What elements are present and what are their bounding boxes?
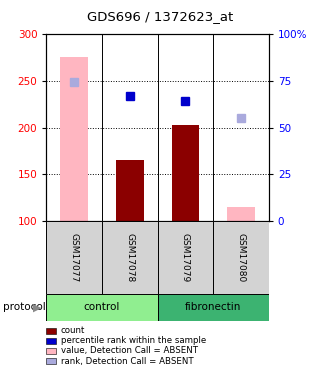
Bar xyxy=(213,221,269,294)
Text: value, Detection Call = ABSENT: value, Detection Call = ABSENT xyxy=(61,346,198,355)
Text: ▶: ▶ xyxy=(33,303,41,312)
Text: GDS696 / 1372623_at: GDS696 / 1372623_at xyxy=(87,10,233,23)
Bar xyxy=(158,221,213,294)
Text: GSM17080: GSM17080 xyxy=(236,233,245,282)
Bar xyxy=(116,160,144,221)
Text: GSM17079: GSM17079 xyxy=(181,233,190,282)
Text: fibronectin: fibronectin xyxy=(185,303,241,312)
Text: percentile rank within the sample: percentile rank within the sample xyxy=(61,336,206,345)
Bar xyxy=(46,221,102,294)
Bar xyxy=(158,294,269,321)
Bar xyxy=(227,207,255,221)
Text: GSM17077: GSM17077 xyxy=(70,233,79,282)
Text: control: control xyxy=(84,303,120,312)
Text: GSM17078: GSM17078 xyxy=(125,233,134,282)
Bar xyxy=(102,221,157,294)
Text: rank, Detection Call = ABSENT: rank, Detection Call = ABSENT xyxy=(61,357,193,366)
Bar xyxy=(46,294,158,321)
Bar xyxy=(172,125,199,221)
Text: count: count xyxy=(61,326,85,335)
Bar xyxy=(60,57,88,221)
Text: protocol: protocol xyxy=(3,303,46,312)
